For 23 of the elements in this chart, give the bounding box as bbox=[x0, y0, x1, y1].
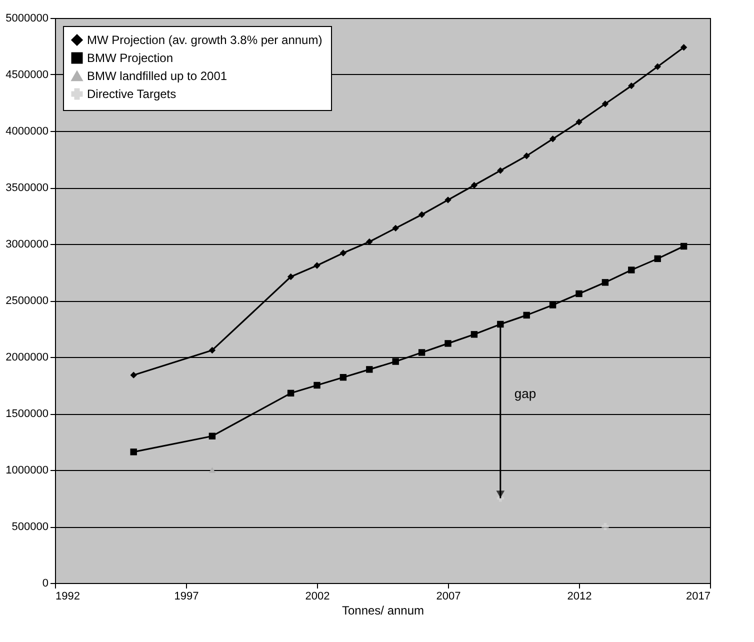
y-tick-label: 3500000 bbox=[6, 182, 48, 194]
x-axis-title: Tonnes/ annum bbox=[342, 604, 424, 618]
x-tick-label: 1992 bbox=[56, 590, 80, 602]
legend-label: BMW Projection bbox=[87, 51, 174, 65]
y-tick-label: 1000000 bbox=[6, 464, 48, 476]
y-tick-label: 2000000 bbox=[6, 352, 48, 364]
y-tick-label: 0 bbox=[42, 578, 48, 590]
y-tick-label: 500000 bbox=[12, 521, 48, 533]
y-tick-label: 4000000 bbox=[6, 126, 48, 138]
y-tick-label: 1500000 bbox=[6, 408, 48, 420]
y-tick-label: 5000000 bbox=[6, 12, 48, 24]
y-tick-label: 4500000 bbox=[6, 69, 48, 81]
x-tick-label: 1997 bbox=[174, 590, 199, 602]
x-tick-label: 2007 bbox=[436, 590, 461, 602]
y-tick-label: 3000000 bbox=[6, 238, 48, 250]
x-tick-label: 2017 bbox=[686, 590, 710, 602]
legend-label: MW Projection (av. growth 3.8% per annum) bbox=[87, 33, 322, 47]
x-tick-label: 2002 bbox=[305, 590, 330, 602]
x-tick-label: 2012 bbox=[567, 590, 592, 602]
annotation: gap bbox=[514, 386, 536, 401]
y-tick-label: 2500000 bbox=[6, 295, 48, 307]
legend-label: Directive Targets bbox=[87, 87, 176, 101]
legend-label: BMW landfilled up to 2001 bbox=[87, 69, 228, 83]
